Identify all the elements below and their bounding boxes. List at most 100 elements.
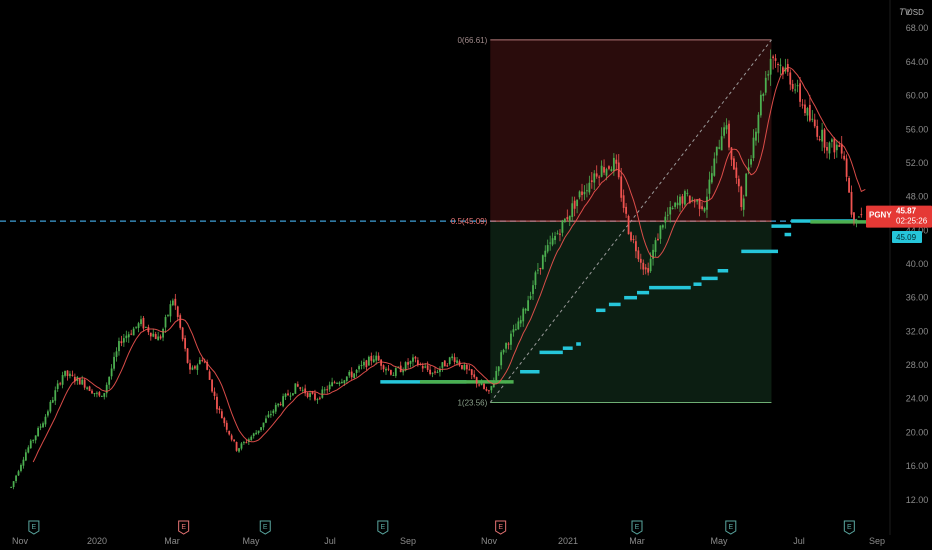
candle-body (238, 448, 240, 452)
fib-lower-zone (490, 221, 772, 403)
candle-body (723, 127, 726, 136)
currency-label[interactable]: USD (907, 8, 924, 17)
candle-body (576, 199, 579, 207)
candle-body (532, 285, 534, 294)
time-tick: May (242, 536, 260, 546)
price-axis[interactable]: 68.00 64.00 60.00 56.00 52.00 48.00 44.00 40.00… (889, 0, 929, 535)
candle-body (485, 389, 488, 391)
candle-body (176, 306, 179, 317)
candle-body (728, 123, 730, 148)
candle-body (671, 207, 674, 209)
candle-body (414, 356, 417, 359)
time-tick: 2021 (558, 536, 578, 546)
candle-body (304, 388, 307, 394)
earnings-label: E (181, 524, 186, 531)
tv-logo-icon[interactable]: TV (899, 7, 911, 17)
candle-body (228, 430, 231, 435)
candle-body (772, 56, 775, 59)
candle-body (245, 442, 248, 444)
candle-body (434, 371, 436, 373)
candle-body (110, 368, 113, 377)
earnings-label: E (847, 524, 852, 531)
candle-body (115, 351, 118, 357)
time-tick: Nov (481, 536, 498, 546)
candle-body (630, 232, 632, 241)
candle-body (240, 443, 243, 449)
candle-body (15, 475, 17, 482)
candle-body (715, 146, 718, 156)
candle-body (443, 360, 446, 367)
candle-body (519, 320, 522, 324)
candle-body (703, 207, 706, 212)
earnings-icon (495, 520, 507, 535)
candle-body (791, 83, 794, 89)
candle-body (22, 459, 25, 466)
time-tick: Mar (629, 536, 645, 546)
candle-body (409, 360, 412, 364)
candle-body (431, 372, 434, 374)
candle-body (453, 357, 456, 363)
candle-body (698, 198, 701, 209)
candle-body (167, 314, 169, 316)
candle-body (186, 348, 189, 363)
price-tick: 64.00 (906, 57, 929, 67)
candle-body (137, 323, 140, 328)
candle-body (47, 411, 49, 416)
candle-body (860, 214, 863, 216)
price-tick: 36.00 (906, 293, 929, 303)
candle-body (737, 178, 740, 187)
candle-body (436, 371, 439, 373)
candle-body (537, 269, 539, 271)
time-tick: Sep (869, 536, 885, 546)
candle-body (514, 329, 517, 331)
candle-body (314, 393, 316, 400)
candle-body (706, 196, 708, 210)
candle-body (51, 400, 54, 403)
candle-body (603, 167, 605, 173)
candle-body (350, 371, 353, 378)
candle-body (64, 370, 66, 376)
candle-body (510, 333, 512, 345)
candle-body (83, 379, 86, 388)
candle-body (262, 422, 265, 428)
candle-body (390, 370, 392, 375)
candle-body (157, 336, 160, 341)
candle-body (233, 439, 236, 442)
candle-body (358, 366, 360, 370)
candle-body (757, 114, 760, 134)
candle-body (284, 393, 287, 397)
candle-body (593, 173, 596, 183)
candle-body (223, 417, 226, 424)
candle-body (777, 63, 779, 65)
candle-body (573, 200, 576, 209)
candle-body (488, 390, 490, 392)
candle-body (718, 147, 721, 149)
candle-body (255, 432, 258, 435)
candle-body (563, 218, 566, 223)
time-axis[interactable]: Nov 2020 Mar May Jul Sep Nov 2021 Mar May Jul Sep (12, 536, 885, 546)
candle-body (294, 383, 297, 394)
candle-body (828, 142, 831, 154)
candle-body (140, 319, 142, 325)
candle-body (125, 335, 128, 339)
candle-body (541, 255, 544, 270)
candle-body (659, 225, 662, 239)
candle-body (375, 355, 378, 361)
candle-body (78, 378, 81, 385)
candle-body (348, 371, 351, 376)
candle-body (747, 167, 750, 171)
candle-body (73, 376, 76, 382)
candles (10, 49, 863, 490)
candle-body (833, 138, 836, 153)
candle-body (853, 212, 855, 220)
candle-body (122, 338, 125, 343)
candle-body (250, 436, 253, 441)
secondary-price-value: 45.09 (896, 233, 917, 242)
candle-body (635, 241, 637, 252)
candle-body (213, 391, 216, 396)
candle-body (61, 375, 64, 385)
secondary-price-box (892, 231, 922, 244)
candle-body (644, 267, 647, 270)
earnings-icon (259, 520, 271, 535)
